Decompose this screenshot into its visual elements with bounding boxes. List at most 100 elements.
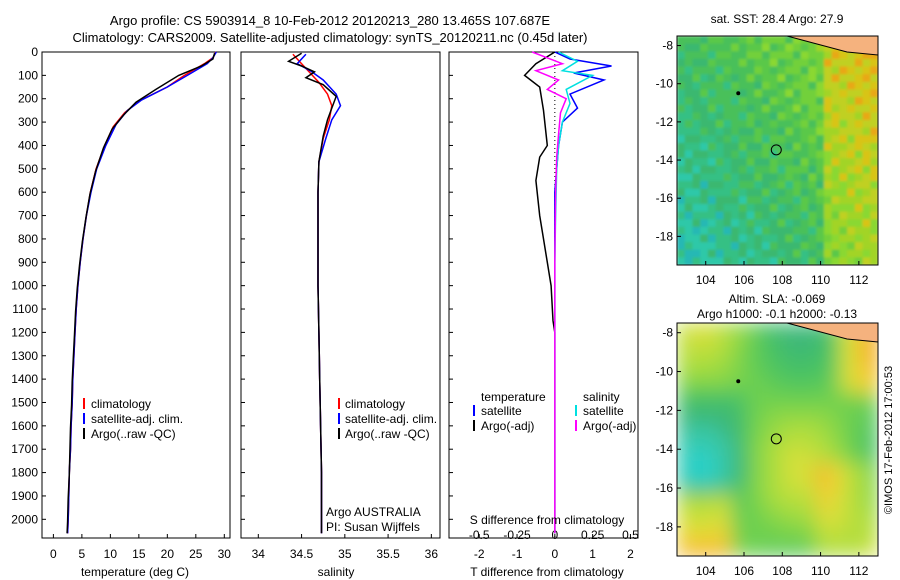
map-cell: [700, 257, 709, 265]
map-cell: [762, 112, 771, 121]
map-cell: [746, 188, 755, 197]
map-cell: [839, 112, 848, 121]
map-cell: [754, 142, 763, 152]
map-cell: [870, 165, 878, 174]
map-cell: [847, 548, 856, 556]
map-cell: [723, 188, 732, 197]
map-cell: [831, 540, 840, 549]
map-cell: [723, 462, 732, 472]
map-cell: [823, 392, 833, 402]
map-cell: [777, 517, 786, 526]
map-cell: [754, 188, 763, 197]
map-cell: [847, 120, 856, 129]
map-cell: [793, 517, 802, 526]
map-cell: [808, 257, 817, 265]
map-cell: [785, 369, 794, 378]
x-tick-label: 110: [811, 564, 830, 578]
map-cell: [754, 424, 763, 433]
map-cell: [785, 493, 794, 503]
map-cell: [707, 385, 717, 394]
map-cell: [870, 548, 878, 556]
legend-label: satellite-adj. clim.: [345, 412, 437, 426]
map-cell: [839, 81, 848, 90]
map-cell: [738, 226, 748, 235]
map-cell: [692, 439, 701, 448]
map-cell: [800, 58, 809, 68]
map-cell: [707, 377, 717, 386]
map-cell: [823, 81, 833, 90]
map-cell: [707, 486, 717, 495]
map-cell: [816, 462, 825, 472]
map-cell: [723, 338, 732, 347]
map-cell: [715, 211, 724, 220]
map-cell: [715, 158, 724, 167]
map-cell: [870, 385, 878, 394]
x-tick-label: 0: [50, 547, 57, 561]
map-cell: [738, 462, 748, 472]
map-cell: [700, 330, 709, 340]
x-tick-label: 106: [734, 564, 754, 578]
map-cell: [823, 51, 833, 60]
map-cell: [823, 89, 833, 98]
map-cell: [684, 234, 693, 243]
map-cell: [816, 346, 825, 355]
map-cell: [754, 431, 763, 441]
map-cell: [754, 74, 763, 83]
map-cell: [707, 242, 717, 251]
map-cell: [715, 219, 724, 228]
map-cell: [746, 439, 755, 448]
map-cell: [700, 196, 709, 205]
map-cell: [870, 509, 878, 518]
x-tick-label: 104: [696, 564, 716, 578]
map-cell: [800, 385, 809, 394]
map-cell: [808, 447, 817, 456]
map-cell: [700, 369, 709, 378]
argo-position-marker: [770, 433, 782, 445]
map-cell: [746, 540, 755, 549]
map-cell: [754, 242, 763, 251]
map-cell: [723, 43, 732, 52]
x-tick-label: 34: [252, 547, 266, 561]
map-cell: [715, 323, 724, 332]
map-cell: [823, 242, 833, 251]
map-cell: [677, 173, 686, 182]
map-cell: [785, 361, 794, 371]
map-cell: [862, 470, 871, 479]
map-cell: [793, 400, 802, 410]
map-cell: [684, 392, 693, 402]
map-cell: [684, 150, 693, 159]
map-cell: [731, 211, 740, 220]
map-cell: [839, 89, 848, 98]
map-cell: [823, 211, 833, 220]
map-cell: [785, 392, 794, 402]
map-cell: [847, 517, 856, 526]
map-cell: [769, 135, 779, 144]
map-cell: [684, 81, 693, 90]
map-cell: [762, 385, 771, 394]
map-cell: [738, 439, 748, 448]
map-cell: [777, 211, 786, 220]
map-cell: [839, 97, 848, 106]
map-cell: [723, 196, 732, 205]
map-cell: [808, 112, 817, 121]
map-cell: [677, 354, 686, 363]
y-tick-label: 1600: [11, 419, 38, 433]
map-cell: [823, 455, 833, 464]
y-tick-label: -14: [656, 442, 674, 456]
map-cell: [754, 51, 763, 60]
map-cell: [777, 81, 786, 90]
map-cell: [847, 424, 856, 433]
legend-label: climatology: [91, 397, 151, 411]
map-cell: [839, 369, 848, 378]
map-cell: [808, 120, 817, 129]
map-cell: [700, 142, 709, 152]
map-cell: [677, 188, 686, 197]
figure-title-line2: Climatology: CARS2009. Satellite-adjuste…: [72, 30, 588, 45]
map-cell: [762, 43, 771, 52]
map-cell: [839, 66, 848, 75]
map-cell: [793, 377, 802, 386]
map-cell: [823, 470, 833, 479]
map-cell: [738, 242, 748, 251]
map-cell: [808, 158, 817, 167]
map-cell: [808, 517, 817, 526]
